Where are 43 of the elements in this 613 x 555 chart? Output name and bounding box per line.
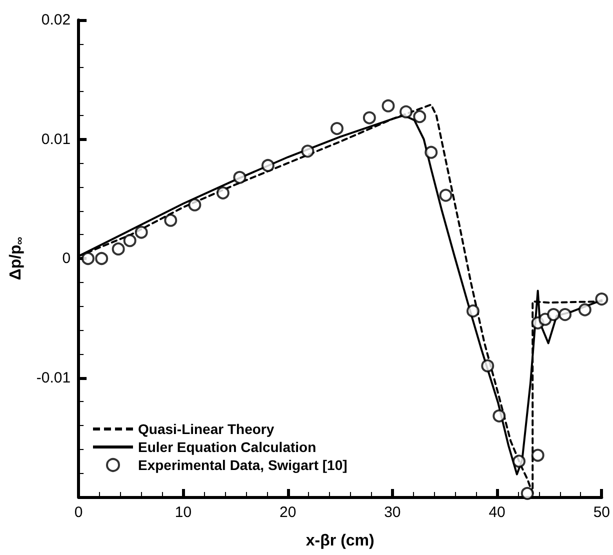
point — [481, 359, 494, 372]
x-axis-title: x-βr (cm) — [306, 532, 374, 550]
x-tick-label: 30 — [384, 504, 401, 521]
point — [82, 252, 95, 265]
x-tick-label: 10 — [174, 504, 192, 521]
y-axis-title: Δp/p∞ — [8, 236, 26, 280]
point — [134, 226, 148, 239]
point — [164, 214, 178, 227]
point — [558, 308, 572, 322]
point — [95, 252, 108, 265]
point — [466, 304, 480, 318]
point — [301, 144, 314, 158]
point — [595, 292, 608, 306]
legend-label: Euler Equation Calculation — [138, 439, 316, 455]
y-tick-label: 0.02 — [41, 12, 71, 28]
y-tick-label: 0.01 — [41, 130, 71, 148]
point — [439, 188, 452, 202]
x-tick-label: 50 — [593, 504, 610, 521]
point — [330, 122, 344, 136]
point — [531, 448, 544, 462]
point — [492, 409, 506, 422]
point — [233, 170, 246, 184]
point — [188, 198, 202, 212]
point — [413, 110, 426, 124]
x-tick-label: 40 — [488, 504, 506, 521]
x-tick-label: 20 — [279, 504, 296, 521]
point — [216, 186, 230, 200]
point — [400, 105, 413, 118]
point — [362, 111, 376, 124]
y-tick-label: -0.01 — [36, 369, 71, 386]
point — [424, 146, 438, 159]
point — [261, 158, 274, 172]
point — [123, 234, 136, 248]
legend-label: Quasi-Linear Theory — [138, 421, 274, 437]
point — [578, 303, 592, 316]
y-tick-label: 0 — [62, 250, 71, 267]
point — [512, 454, 526, 468]
legend-label: Experimental Data, Swigart [10] — [138, 457, 348, 473]
point — [520, 486, 534, 500]
x-tick-label: 0 — [74, 504, 83, 521]
point — [112, 242, 125, 256]
point — [382, 99, 395, 112]
point — [547, 308, 560, 322]
